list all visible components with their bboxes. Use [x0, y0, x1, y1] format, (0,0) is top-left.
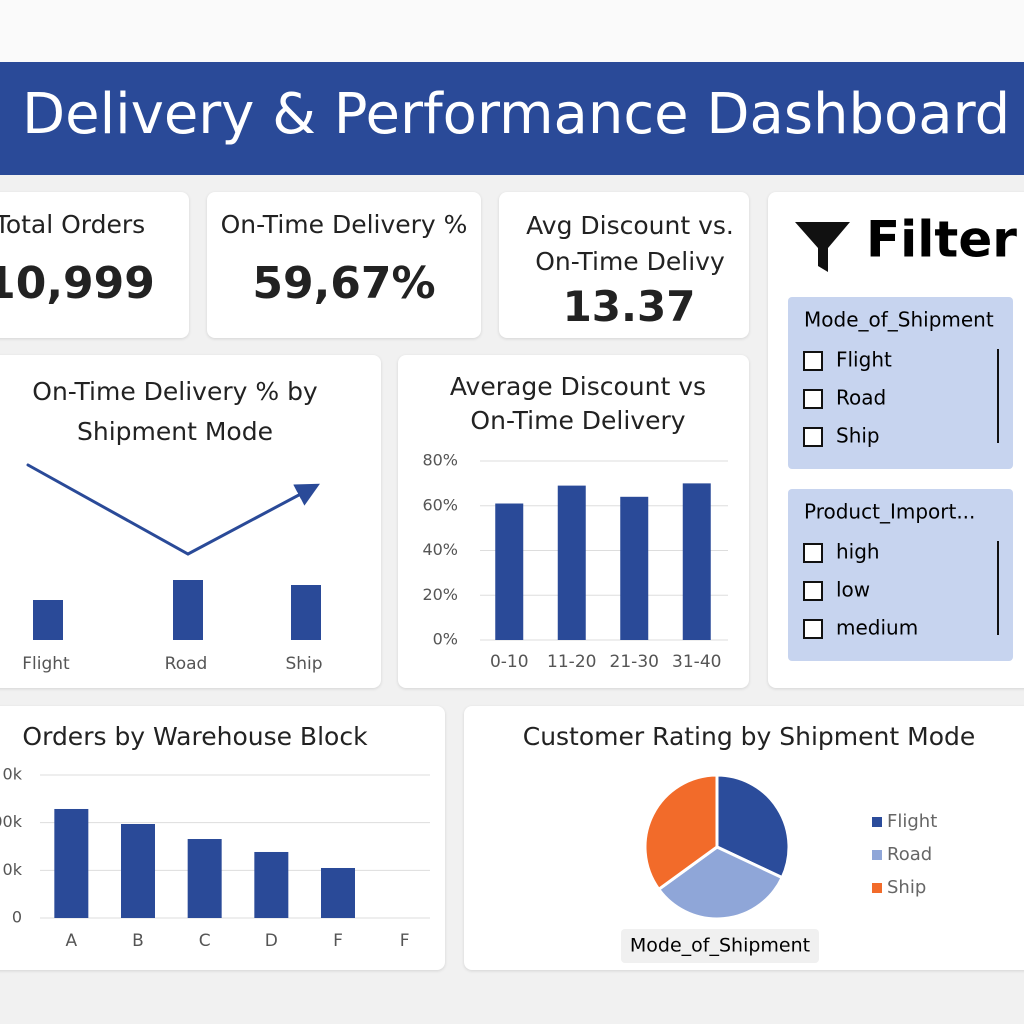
- kpi-card: [207, 192, 481, 338]
- legend-label: Ship: [887, 877, 926, 898]
- bar: [121, 824, 155, 918]
- x-tick-label: Flight: [22, 654, 70, 674]
- kpi-card: [0, 192, 189, 338]
- x-tick-label: F: [400, 931, 410, 951]
- filter-title: Filter: [866, 211, 1017, 269]
- checkbox[interactable]: [803, 581, 823, 601]
- checkbox[interactable]: [803, 351, 823, 371]
- bar: [33, 600, 63, 640]
- filter-group: [788, 489, 1013, 661]
- header-title: Delivery & Performance Dashboard: [22, 82, 1011, 147]
- y-tick-label: 60%: [422, 495, 458, 514]
- kpi-value: 10,999: [0, 258, 155, 309]
- checkbox[interactable]: [803, 427, 823, 447]
- filter-option[interactable]: medium: [836, 616, 918, 640]
- legend-swatch: [872, 850, 882, 860]
- x-tick-label: F: [333, 931, 343, 951]
- header: Delivery & Performance Dashboard: [0, 62, 1024, 175]
- chart-title: Average Discount vs On-Time Delivery: [449, 372, 707, 435]
- y-tick-label: 0%: [433, 630, 458, 649]
- pie-slice: [643, 773, 719, 892]
- filter-option[interactable]: Road: [836, 386, 886, 410]
- filter-group-title: Mode_of_Shipment: [804, 308, 994, 332]
- y-tick-label: 20%: [422, 585, 458, 604]
- legend-title-box: [621, 929, 819, 963]
- x-tick-label: A: [66, 931, 78, 951]
- bar: [620, 496, 649, 640]
- y-tick-label: 0k: [3, 765, 23, 784]
- x-tick-label: D: [265, 931, 278, 951]
- top-bar: [0, 0, 1024, 62]
- filter-icon: [795, 222, 850, 272]
- bar: [682, 483, 711, 640]
- kpi-card: [499, 192, 749, 338]
- filter-option[interactable]: high: [836, 540, 880, 564]
- x-tick-label: 31-40: [672, 652, 721, 672]
- legend-label: Flight: [887, 811, 937, 832]
- x-tick-label: Road: [165, 654, 208, 674]
- checkbox[interactable]: [803, 389, 823, 409]
- bar: [173, 580, 203, 640]
- chart-title: Orders by Warehouse Block: [22, 722, 368, 751]
- bar: [495, 503, 524, 640]
- filter-group: [788, 297, 1013, 469]
- kpi-label: On-Time Delivery %: [220, 210, 468, 239]
- legend-swatch: [872, 883, 882, 893]
- y-tick-label: 0k: [3, 860, 23, 879]
- filter-option[interactable]: Flight: [836, 348, 892, 372]
- x-tick-label: 21-30: [610, 652, 659, 672]
- kpi-label: Avg Discount vs. On-Time Delivy: [526, 211, 734, 276]
- bar: [254, 851, 289, 918]
- bar: [291, 585, 321, 640]
- y-tick-label: 00k: [0, 812, 23, 831]
- line: [26, 463, 320, 556]
- x-tick-label: 0-10: [490, 652, 529, 672]
- kpi-label: Total Orders: [0, 210, 146, 239]
- bar: [54, 808, 89, 918]
- y-tick-label: 80%: [422, 451, 458, 470]
- pie-slice: [715, 773, 791, 880]
- chart-title: On-Time Delivery % by Shipment Mode: [32, 377, 318, 446]
- legend-swatch: [872, 817, 882, 827]
- checkbox[interactable]: [803, 543, 823, 563]
- chart-title: Customer Rating by Shipment Mode: [522, 722, 976, 751]
- bar: [557, 485, 586, 640]
- bar: [321, 867, 355, 918]
- x-tick-label: B: [132, 931, 144, 951]
- y-tick-label: 0: [12, 908, 22, 927]
- kpi-value: 13.37: [562, 282, 696, 331]
- filter-option[interactable]: low: [836, 578, 870, 602]
- legend-title: Mode_of_Shipment: [630, 935, 810, 957]
- x-tick-label: C: [199, 931, 211, 951]
- bar: [187, 839, 222, 918]
- kpi-value: 59,67%: [252, 258, 436, 309]
- pie-slice: [656, 845, 785, 921]
- legend-label: Road: [887, 844, 932, 865]
- checkbox[interactable]: [803, 619, 823, 639]
- filter-option[interactable]: Ship: [836, 424, 880, 448]
- filter-group-title: Product_Import...: [804, 500, 975, 524]
- x-tick-label: 11-20: [547, 652, 596, 672]
- y-tick-label: 40%: [422, 540, 458, 559]
- x-tick-label: Ship: [285, 654, 322, 674]
